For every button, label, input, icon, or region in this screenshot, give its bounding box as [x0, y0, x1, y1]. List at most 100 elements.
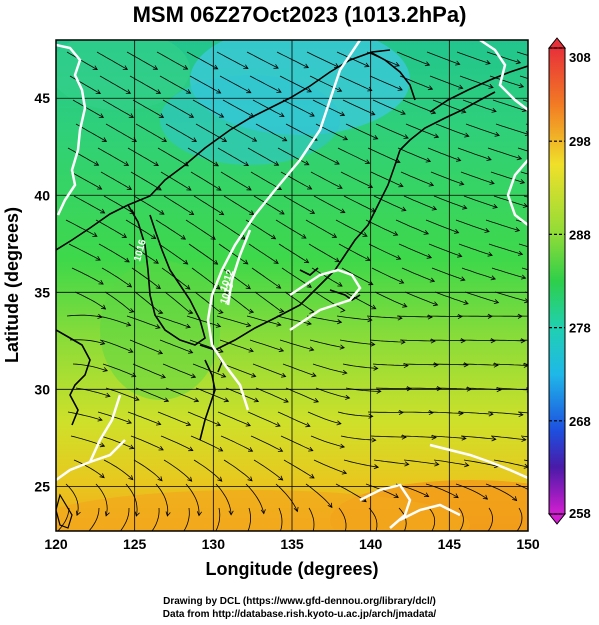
streamline [186, 315, 221, 327]
streamline [369, 339, 405, 343]
streamline [134, 291, 163, 314]
streamline [345, 387, 381, 392]
streamline-arrow [400, 339, 406, 345]
streamline-arrow [219, 113, 225, 118]
streamline [219, 339, 254, 352]
streamline [491, 267, 526, 279]
streamline [495, 387, 528, 391]
streamline-arrow [100, 304, 107, 310]
streamline [278, 243, 309, 264]
streamline-arrow [306, 320, 312, 326]
streamline [462, 99, 497, 112]
streamline [101, 267, 132, 288]
streamline [367, 411, 404, 413]
streamline [459, 75, 494, 88]
streamline [368, 507, 378, 531]
streamline [119, 507, 130, 531]
streamline [396, 51, 430, 66]
streamline [402, 363, 439, 366]
streamline [67, 411, 103, 421]
streamline-arrow [309, 537, 313, 542]
streamline-arrow [428, 409, 434, 416]
streamline-arrow [158, 309, 164, 315]
streamline-arrow [430, 338, 436, 344]
streamline [223, 459, 253, 482]
streamline-arrow [278, 475, 284, 481]
streamline [488, 243, 523, 255]
streamline [370, 171, 404, 187]
streamline-arrow [376, 388, 382, 394]
colorbar-tick-label: 308 [569, 50, 591, 65]
streamline-arrow [97, 416, 103, 422]
streamline [57, 507, 70, 531]
streamline-arrow [276, 88, 282, 93]
streamline-arrow [126, 185, 133, 190]
streamline-arrow [221, 137, 228, 142]
streamline-arrow [131, 372, 137, 378]
streamline [398, 411, 434, 414]
streamline-arrow [218, 309, 224, 315]
streamline [308, 243, 340, 263]
streamline [372, 363, 409, 366]
streamline [135, 387, 169, 402]
streamline-arrow [270, 234, 277, 240]
streamline [455, 219, 490, 232]
streamline [193, 459, 223, 482]
streamline-arrow [190, 373, 197, 379]
streamline-arrow [340, 208, 346, 214]
streamline-arrow [213, 259, 219, 265]
streamline-arrow [336, 319, 343, 325]
streamline-arrow [373, 464, 380, 470]
streamline-arrow [125, 89, 132, 94]
streamline [156, 315, 191, 328]
streamline-arrow [282, 136, 288, 142]
streamline [307, 147, 340, 165]
streamline-arrow [159, 210, 165, 215]
streamline [186, 51, 218, 70]
streamline [247, 147, 279, 166]
streamline-arrow [246, 185, 252, 191]
streamline-arrow [301, 233, 307, 239]
streamline-arrow [367, 183, 374, 189]
streamline [253, 459, 283, 481]
streamline [277, 147, 309, 166]
streamline-arrow [490, 275, 496, 281]
streamline [368, 243, 401, 260]
streamline-arrow [373, 134, 379, 140]
streamline-arrow [126, 321, 132, 327]
streamline [135, 123, 167, 142]
streamline [132, 99, 164, 118]
streamline-arrow [304, 160, 310, 166]
streamline [253, 195, 285, 215]
streamline [194, 291, 224, 314]
streamline-arrow [216, 186, 222, 191]
streamline [246, 51, 279, 69]
streamline-arrow [428, 181, 435, 187]
streamline-arrow [247, 476, 253, 482]
streamline [370, 435, 407, 438]
streamline-arrow [368, 280, 374, 286]
x-tick-label: 140 [359, 536, 383, 552]
streamline [129, 75, 161, 94]
streamline [495, 123, 528, 135]
streamline [458, 507, 464, 531]
streamline-arrow [456, 156, 462, 162]
streamline-arrow [457, 313, 463, 320]
streamline-arrow [424, 61, 431, 67]
streamline-arrow [518, 411, 524, 417]
streamline-arrow [517, 250, 524, 256]
streamline-arrow [158, 113, 165, 118]
colorbar-tick-label: 298 [569, 134, 591, 149]
streamline [189, 75, 221, 94]
streamline [426, 51, 460, 65]
streamline-arrow [152, 65, 159, 70]
streamline [98, 243, 130, 263]
streamline-arrow [92, 232, 98, 237]
streamline [183, 507, 190, 531]
streamline [367, 147, 401, 163]
streamline-arrow [492, 203, 498, 209]
streamline [248, 243, 279, 264]
streamline [65, 219, 98, 237]
streamline [218, 243, 249, 265]
streamline [314, 291, 345, 311]
